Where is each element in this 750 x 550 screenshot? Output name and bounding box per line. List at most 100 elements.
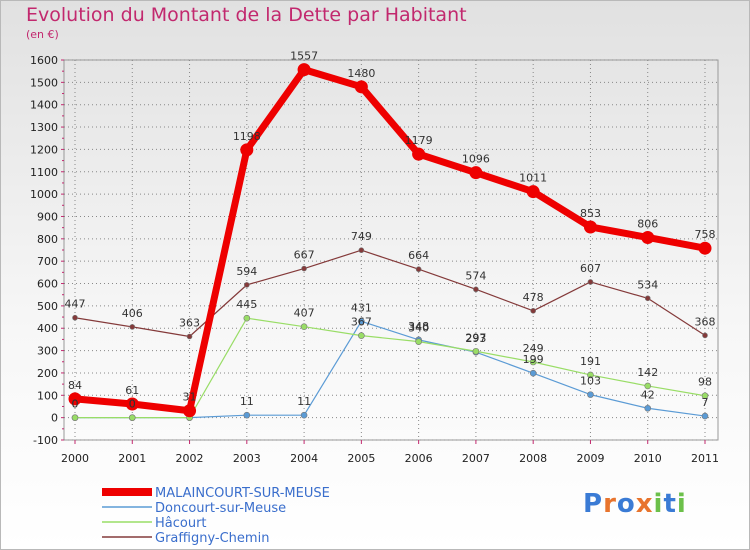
data-point <box>129 324 136 330</box>
data-label: 1011 <box>519 172 547 185</box>
series-line-0 <box>71 66 709 415</box>
y-tick-label: 1400 <box>30 99 58 112</box>
y-tick-label: 1300 <box>30 121 58 134</box>
data-point <box>240 143 254 157</box>
data-label: 758 <box>695 228 716 241</box>
data-label: 103 <box>580 375 601 388</box>
y-tick-label: 100 <box>37 389 58 402</box>
data-label: 806 <box>637 217 658 230</box>
data-label: 1096 <box>462 153 490 166</box>
data-label: 534 <box>637 278 658 291</box>
data-point <box>354 80 368 94</box>
data-point <box>68 392 82 406</box>
data-label: 367 <box>351 316 372 329</box>
data-point <box>469 166 483 180</box>
data-label: 249 <box>523 342 544 355</box>
data-point <box>526 185 540 199</box>
data-point <box>412 147 426 161</box>
data-point <box>641 230 655 244</box>
proxiti-logo: Proxiti <box>583 489 687 519</box>
data-point <box>71 414 79 421</box>
data-point <box>358 332 365 339</box>
y-tick-label: 1600 <box>30 54 58 67</box>
data-label: 1179 <box>405 134 433 147</box>
data-label: 447 <box>65 298 86 311</box>
data-label: 293 <box>465 332 486 345</box>
data-point <box>529 358 537 366</box>
y-tick-label: 900 <box>37 210 58 223</box>
x-tick-label: 2000 <box>61 452 89 465</box>
x-tick-label: 2005 <box>347 452 375 465</box>
series-line-2 <box>74 317 706 419</box>
data-label: 0 <box>129 398 136 411</box>
data-label: 594 <box>236 265 257 278</box>
data-point <box>644 404 652 412</box>
data-point <box>297 63 311 77</box>
data-label: 363 <box>179 317 200 330</box>
y-tick-label: 1500 <box>30 76 58 89</box>
data-point <box>644 295 651 302</box>
y-tick-label: 1100 <box>30 166 58 179</box>
y-tick-label: -100 <box>33 434 58 447</box>
data-point <box>698 241 712 255</box>
data-point <box>472 347 480 355</box>
data-point <box>72 314 78 321</box>
series-line-3 <box>74 249 706 338</box>
data-label: 0 <box>72 398 79 411</box>
data-point <box>243 314 251 322</box>
data-point <box>587 371 594 379</box>
chart-title: Evolution du Montant de la Dette par Hab… <box>26 4 467 26</box>
x-tick-label: 2008 <box>519 452 547 465</box>
data-point <box>587 279 594 285</box>
y-tick-label: 700 <box>37 255 58 268</box>
data-label: 431 <box>351 301 372 314</box>
data-point <box>300 411 308 419</box>
data-label: 11 <box>240 395 254 408</box>
data-point <box>186 333 193 340</box>
data-label: 84 <box>68 379 82 392</box>
data-label: 142 <box>637 366 658 379</box>
data-label: 607 <box>580 262 601 275</box>
data-label: 31 <box>183 391 197 404</box>
data-point <box>301 265 307 272</box>
data-label: 478 <box>523 291 544 304</box>
y-tick-label: 1200 <box>30 143 58 156</box>
legend-label: Hâcourt <box>155 516 207 531</box>
data-point <box>702 332 708 339</box>
y-tick-label: 0 <box>51 412 58 425</box>
y-tick-label: 1000 <box>30 188 58 201</box>
data-point <box>243 411 251 419</box>
data-point <box>358 318 365 325</box>
x-tick-label: 2006 <box>405 452 433 465</box>
data-label: 368 <box>695 315 716 328</box>
data-point <box>128 414 136 421</box>
data-label: 98 <box>698 376 712 389</box>
data-point <box>415 266 422 273</box>
data-label: 1198 <box>233 130 261 143</box>
data-label: 61 <box>125 384 139 397</box>
data-point <box>415 338 422 345</box>
data-label: 749 <box>351 230 372 243</box>
data-point <box>473 286 479 293</box>
data-label: 0 <box>72 398 79 411</box>
y-tick-label: 400 <box>37 322 58 335</box>
data-label: 406 <box>122 307 143 320</box>
legend-label: Doncourt-sur-Meuse <box>155 501 286 516</box>
data-label: 340 <box>408 322 429 335</box>
legend-label: Graffigny-Chemin <box>155 531 269 546</box>
y-unit-label: (en €) <box>26 28 59 41</box>
x-tick-label: 2001 <box>118 452 146 465</box>
data-point <box>583 220 597 234</box>
data-point <box>125 397 139 411</box>
y-tick-label: 600 <box>37 278 58 291</box>
data-label: 297 <box>465 331 486 344</box>
x-tick-label: 2011 <box>691 452 719 465</box>
y-tick-label: 800 <box>37 233 58 246</box>
data-point <box>244 282 250 288</box>
data-point <box>300 323 308 330</box>
data-label: 11 <box>297 395 311 408</box>
x-tick-label: 2004 <box>290 452 318 465</box>
legend-label: MALAINCOURT-SUR-MEUSE <box>155 486 330 501</box>
